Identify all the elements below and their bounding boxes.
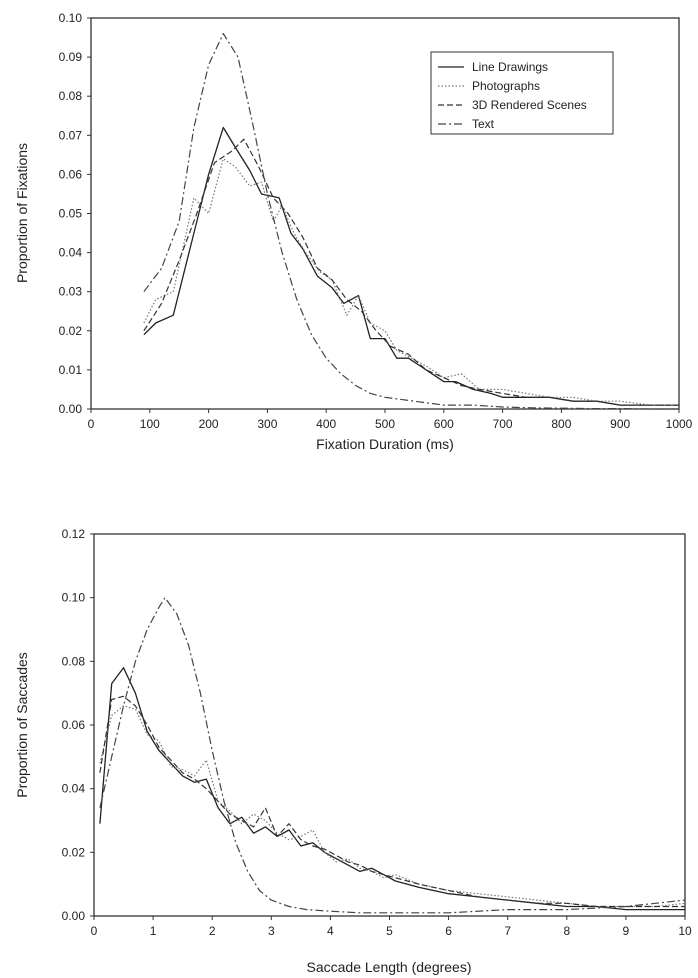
axis-ticks: 0 1 2 3 4 5 6 7 8 9 10 0.00 0.02 0.04 0.06 0.08 0.10 0.12 (62, 527, 692, 938)
y-tick-label: 0.07 (59, 128, 83, 142)
series-line-text (99, 597, 686, 914)
y-tick-label: 0.00 (62, 909, 86, 923)
x-tick-label: 2 (209, 924, 216, 938)
legend-entries: Line Drawings Photographs 3D Rendered Scen… (438, 60, 587, 131)
y-tick-label: 0.08 (59, 89, 83, 103)
x-tick-label: 4 (327, 924, 334, 938)
x-tick-label: 1000 (666, 417, 693, 431)
y-axis-title: Proportion of Saccades (14, 652, 30, 798)
legend-label: 3D Rendered Scenes (472, 98, 587, 112)
series-line-3d-rendered-scenes (99, 695, 685, 908)
legend-label: Text (472, 117, 495, 131)
axis-ticks: 0 100 200 300 400 500 600 700 800 900 1000 0.00 0.01… (59, 11, 693, 431)
x-tick-label: 10 (678, 924, 692, 938)
y-tick-label: 0.05 (59, 207, 83, 221)
series-line-line-drawings (99, 667, 685, 911)
x-tick-label: 5 (386, 924, 393, 938)
x-tick-label: 900 (610, 417, 630, 431)
y-tick-label: 0.03 (59, 285, 83, 299)
x-tick-label: 100 (140, 417, 160, 431)
y-tick-label: 0.02 (59, 324, 83, 338)
x-tick-label: 0 (88, 417, 95, 431)
plot-frame (93, 533, 686, 917)
series-line-photographs (143, 158, 679, 406)
legend-label: Line Drawings (472, 60, 548, 74)
x-tick-label: 700 (493, 417, 513, 431)
x-tick-label: 400 (316, 417, 336, 431)
y-tick-label: 0.10 (59, 11, 83, 25)
x-tick-label: 300 (257, 417, 277, 431)
x-tick-label: 500 (375, 417, 395, 431)
x-axis-title: Fixation Duration (ms) (316, 436, 454, 452)
x-tick-label: 0 (91, 924, 98, 938)
y-tick-label: 0.06 (59, 167, 83, 181)
x-axis-title: Saccade Length (degrees) (307, 959, 472, 975)
y-tick-label: 0.04 (62, 782, 86, 796)
x-tick-label: 800 (551, 417, 571, 431)
x-tick-label: 7 (504, 924, 511, 938)
y-tick-label: 0.02 (62, 845, 86, 859)
legend: Line Drawings Photographs 3D Rendered Scen… (430, 51, 614, 135)
legend-label: Photographs (472, 79, 540, 93)
y-tick-label: 0.10 (62, 591, 86, 605)
x-tick-label: 200 (199, 417, 219, 431)
y-tick-label: 0.06 (62, 718, 86, 732)
y-tick-label: 0.00 (59, 402, 83, 416)
y-tick-label: 0.09 (59, 50, 83, 64)
y-tick-label: 0.12 (62, 527, 86, 541)
series-lines (143, 32, 679, 410)
series-line-photographs (99, 705, 686, 908)
x-tick-label: 6 (445, 924, 452, 938)
x-tick-label: 8 (563, 924, 570, 938)
y-tick-label: 0.04 (59, 246, 83, 260)
y-axis-title: Proportion of Fixations (14, 143, 30, 283)
x-tick-label: 1 (150, 924, 157, 938)
y-tick-label: 0.01 (59, 363, 83, 377)
series-line-line-drawings (143, 126, 679, 406)
fixation-duration-chart: 0 100 200 300 400 500 600 700 800 900 1000 0.00 0.01… (14, 11, 693, 452)
series-line-text (143, 32, 679, 410)
series-lines (99, 597, 686, 914)
series-line-3d-rendered-scenes (143, 138, 679, 406)
x-tick-label: 3 (268, 924, 275, 938)
x-tick-label: 600 (434, 417, 454, 431)
y-tick-label: 0.08 (62, 654, 86, 668)
saccade-length-chart: 0 1 2 3 4 5 6 7 8 9 10 0.00 0.02 0.04 0.06 0.08 0.10 0.12… (14, 527, 692, 975)
legend-box (430, 51, 614, 135)
x-tick-label: 9 (623, 924, 630, 938)
